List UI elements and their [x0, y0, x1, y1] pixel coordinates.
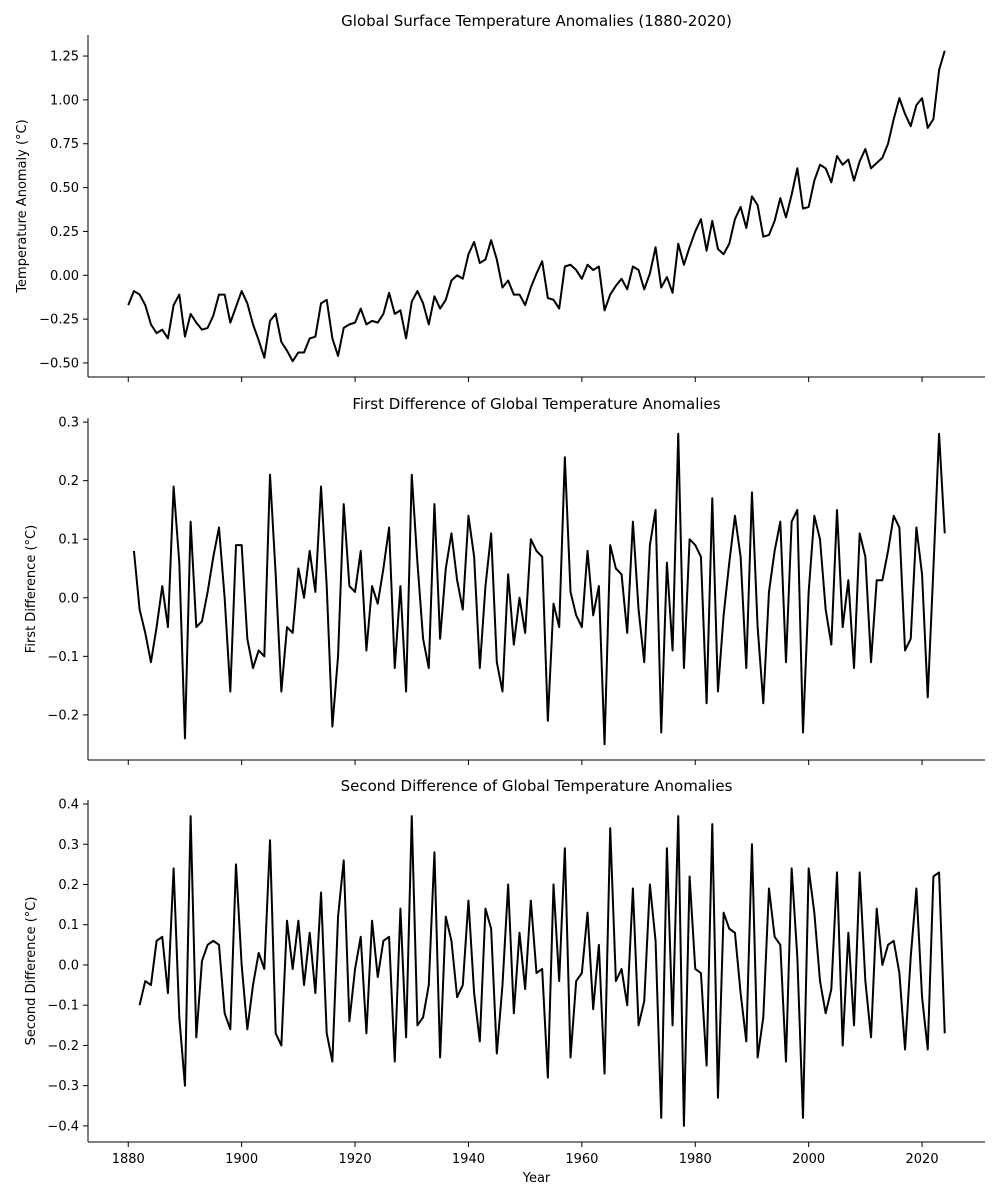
y-tick-label: 0.75 — [50, 137, 79, 152]
x-tick-label: 1980 — [679, 1152, 712, 1167]
series-line — [138, 815, 946, 1127]
y-tick-label: 0.1 — [58, 533, 79, 548]
y-tick-label: 0.3 — [58, 416, 79, 431]
y-tick-label: 0.25 — [50, 225, 79, 240]
y-axis-label: First Difference (°C) — [24, 525, 39, 653]
x-tick-label: 1940 — [452, 1152, 485, 1167]
x-tick-label: 2000 — [792, 1152, 825, 1167]
y-tick-label: 0.50 — [50, 181, 79, 196]
y-tick-label: 0.2 — [58, 474, 79, 489]
chart-panels: Global Surface Temperature Anomalies (18… — [15, 12, 985, 1186]
y-tick-label: −0.25 — [39, 313, 79, 328]
panel-1: Global Surface Temperature Anomalies (18… — [15, 12, 985, 382]
y-tick-label: 0.0 — [58, 958, 79, 973]
y-tick-label: 0.0 — [58, 591, 79, 606]
series-line — [132, 432, 946, 746]
x-tick-label: 1880 — [112, 1152, 145, 1167]
panel-2: First Difference of Global Temperature A… — [24, 395, 985, 765]
y-tick-label: 0.00 — [50, 269, 79, 284]
x-tick-label: 1920 — [339, 1152, 372, 1167]
y-tick-label: 0.4 — [58, 798, 79, 813]
y-tick-label: 0.3 — [58, 838, 79, 853]
panel-3: Second Difference of Global Temperature … — [24, 777, 985, 1186]
y-axis-label: Temperature Anomaly (°C) — [15, 119, 30, 293]
x-tick-label: 1900 — [225, 1152, 258, 1167]
y-tick-label: −0.2 — [47, 708, 79, 723]
y-tick-label: 1.00 — [50, 93, 79, 108]
chart-title: First Difference of Global Temperature A… — [352, 395, 720, 413]
y-tick-label: −0.50 — [39, 356, 79, 371]
y-axis-label: Second Difference (°C) — [24, 897, 39, 1046]
x-tick-label: 1960 — [565, 1152, 598, 1167]
y-tick-label: −0.1 — [47, 650, 79, 665]
x-tick-label: 2020 — [906, 1152, 939, 1167]
x-axis-label: Year — [522, 1171, 551, 1186]
y-tick-label: −0.3 — [47, 1079, 79, 1094]
y-tick-label: 0.2 — [58, 878, 79, 893]
y-tick-label: −0.2 — [47, 1039, 79, 1054]
chart-title: Global Surface Temperature Anomalies (18… — [341, 12, 732, 30]
y-tick-label: 1.25 — [50, 50, 79, 65]
chart-title: Second Difference of Global Temperature … — [341, 777, 733, 795]
y-tick-label: 0.1 — [58, 918, 79, 933]
series-line — [127, 50, 946, 363]
y-tick-label: −0.1 — [47, 999, 79, 1014]
y-tick-label: −0.4 — [47, 1119, 79, 1134]
